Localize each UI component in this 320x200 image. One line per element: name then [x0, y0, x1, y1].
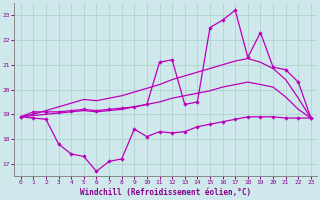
X-axis label: Windchill (Refroidissement éolien,°C): Windchill (Refroidissement éolien,°C): [80, 188, 252, 197]
